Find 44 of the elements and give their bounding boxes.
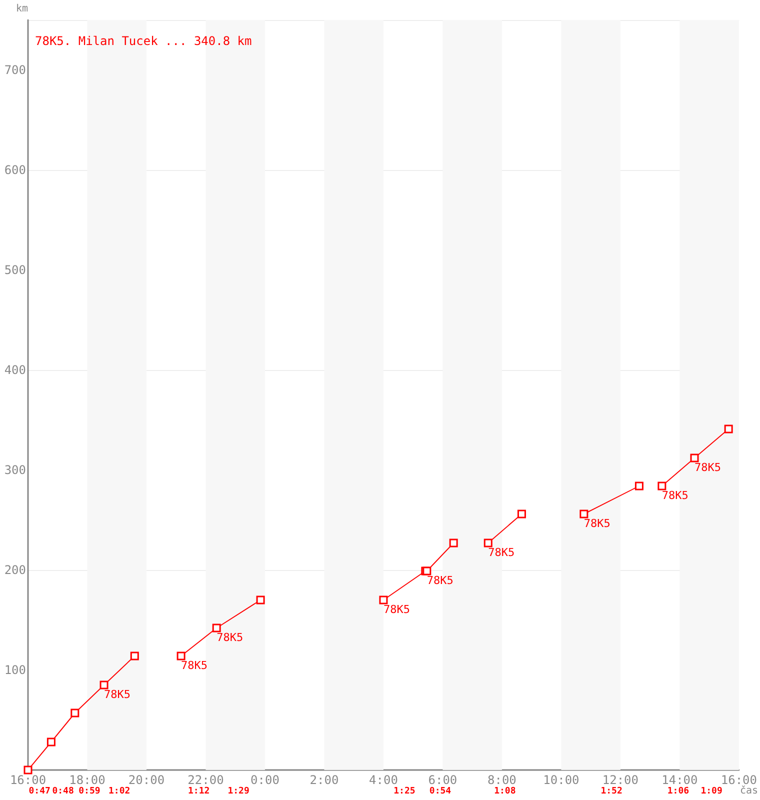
text: 1:06 [667, 786, 690, 796]
text: 1:02 [108, 786, 130, 796]
x-tick-label: 16:00 [720, 773, 757, 787]
x-tick-label: 10:00 [543, 773, 580, 787]
y-tick-label: 100 [4, 663, 26, 677]
y-tick-label: 300 [4, 463, 26, 477]
annotation: 78K5 [694, 461, 722, 474]
annotation: 78K5 [488, 546, 515, 559]
x-tick-label: 6:00 [428, 773, 458, 787]
text: 78K5. Milan Tucek ... 340.8 km [35, 34, 252, 48]
x-tick-label: 18:00 [69, 773, 106, 787]
x-tick-label: 8:00 [488, 773, 516, 787]
x-tick-label: 0:00 [250, 773, 280, 787]
text: 1:29 [228, 786, 250, 796]
x-axis-title: čas [740, 786, 758, 796]
x-tick-label: 4:00 [369, 773, 398, 787]
y-tick-label: 400 [4, 363, 26, 377]
annotation: 78K5 [104, 688, 131, 701]
annotation: 78K5 [383, 603, 410, 616]
y-tick-label: 200 [4, 563, 26, 577]
text: 0:54 [429, 786, 452, 796]
y-tick-label: 700 [4, 63, 26, 77]
text: 1:52 [600, 786, 622, 796]
x-tick-label: 12:00 [602, 773, 639, 787]
x-tick-label: 20:00 [128, 773, 165, 787]
text: 0:48 [52, 786, 74, 796]
text: 1:09 [700, 786, 722, 796]
text: 1:12 [188, 786, 210, 796]
annotation: 78K5 [181, 659, 208, 672]
text: 1:25 [394, 786, 416, 796]
text: 1:08 [494, 786, 516, 796]
annotation: 78K5 [426, 574, 454, 587]
y-tick-label: 600 [4, 163, 26, 177]
x-tick-label: 16:00 [10, 773, 46, 787]
text: 0:59 [78, 786, 100, 796]
annotation: 78K5 [216, 631, 244, 644]
x-tick-label: 14:00 [662, 773, 698, 787]
y-axis-title: km [16, 4, 28, 14]
annotation: 78K5 [662, 489, 688, 502]
y-tick-label: 500 [4, 263, 26, 277]
x-tick-label: 22:00 [188, 773, 224, 787]
annotation: 78K5 [584, 517, 610, 530]
text: 0:47 [28, 786, 50, 796]
x-tick-label: 2:00 [310, 773, 339, 787]
